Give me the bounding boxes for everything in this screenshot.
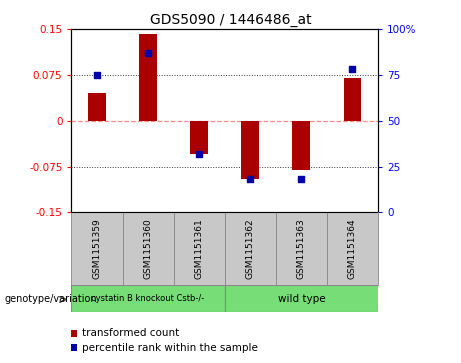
- Text: GSM1151364: GSM1151364: [348, 218, 357, 279]
- Bar: [225, 212, 276, 285]
- Point: [247, 176, 254, 182]
- Bar: [123, 212, 174, 285]
- Text: percentile rank within the sample: percentile rank within the sample: [82, 343, 258, 353]
- Text: wild type: wild type: [278, 294, 325, 303]
- Text: transformed count: transformed count: [82, 328, 179, 338]
- Point: [144, 50, 152, 56]
- Bar: [225, 285, 378, 312]
- Bar: [343, 78, 361, 121]
- Text: genotype/variation: genotype/variation: [5, 294, 97, 305]
- Bar: [242, 121, 259, 179]
- Point: [93, 72, 100, 78]
- Text: GSM1151359: GSM1151359: [93, 218, 101, 279]
- Text: GSM1151360: GSM1151360: [143, 218, 153, 279]
- Bar: [190, 121, 208, 154]
- Point: [349, 66, 356, 72]
- Text: GSM1151362: GSM1151362: [246, 218, 255, 279]
- Bar: [174, 212, 225, 285]
- Point: [298, 176, 305, 182]
- Text: GSM1151363: GSM1151363: [297, 218, 306, 279]
- Bar: [71, 330, 77, 337]
- Bar: [327, 212, 378, 285]
- Bar: [292, 121, 310, 170]
- Text: GSM1151361: GSM1151361: [195, 218, 204, 279]
- Text: cystatin B knockout Cstb-/-: cystatin B knockout Cstb-/-: [91, 294, 205, 303]
- Point: [195, 151, 203, 156]
- Bar: [71, 344, 77, 351]
- Text: GDS5090 / 1446486_at: GDS5090 / 1446486_at: [150, 13, 311, 27]
- Bar: [276, 212, 327, 285]
- Bar: [71, 212, 123, 285]
- Bar: [71, 285, 225, 312]
- Bar: [139, 34, 157, 121]
- Bar: [88, 93, 106, 121]
